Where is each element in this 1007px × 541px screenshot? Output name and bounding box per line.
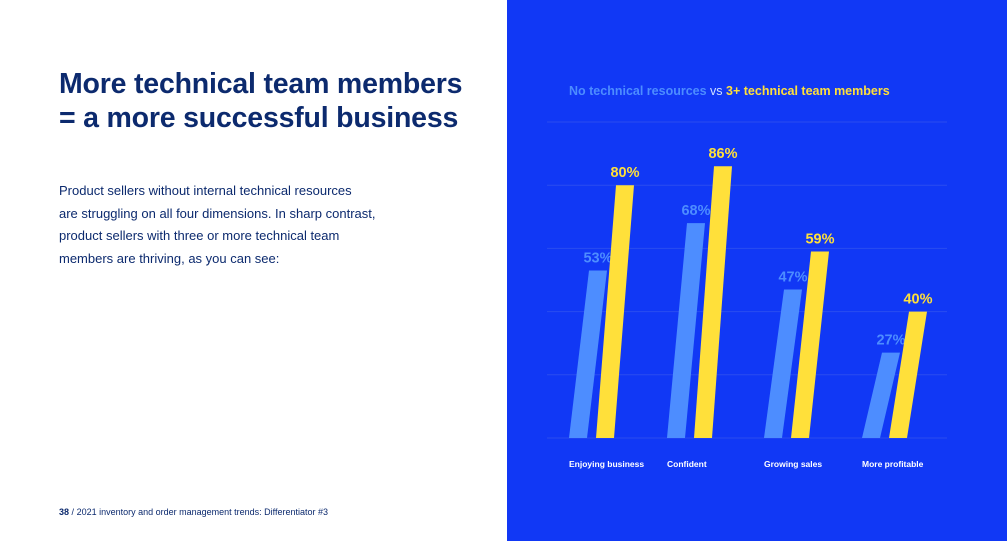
data-label: 53% xyxy=(583,251,612,267)
body-line: product sellers with three or more techn… xyxy=(59,228,340,243)
body-line: Product sellers without internal technic… xyxy=(59,183,352,198)
bar-no-technical xyxy=(764,289,802,438)
title-line-2: = a more successful business xyxy=(59,102,459,134)
bar-3plus-technical xyxy=(596,185,634,438)
data-label: 80% xyxy=(610,165,639,181)
bar-no-technical xyxy=(667,223,705,438)
page-title: More technical team members = a more suc… xyxy=(59,67,462,135)
body-paragraph: Product sellers without internal technic… xyxy=(59,180,376,270)
legend-series-1: No technical resources xyxy=(569,84,707,98)
footer-text: 2021 inventory and order management tren… xyxy=(76,507,329,517)
bar-chart: 53% 80% Enjoying business 68% 86% Confident 47… xyxy=(547,121,947,469)
category-label: Confident xyxy=(667,459,707,469)
data-label: 27% xyxy=(876,333,905,349)
title-line-1: More technical team members xyxy=(59,68,463,100)
data-label: 40% xyxy=(903,292,932,308)
category-label: More profitable xyxy=(862,459,924,469)
chart-panel: No technical resources vs 3+ technical t… xyxy=(507,0,1007,541)
bar-no-technical xyxy=(862,352,900,438)
text-panel: More technical team members = a more suc… xyxy=(59,67,463,517)
bar-3plus-technical xyxy=(694,166,732,439)
data-label: 86% xyxy=(708,146,737,162)
legend-vs: vs xyxy=(710,84,723,98)
data-label: 47% xyxy=(778,269,807,285)
legend-series-2: 3+ technical team members xyxy=(726,84,890,98)
data-label: 68% xyxy=(681,203,710,219)
data-label: 59% xyxy=(805,232,834,248)
category-label: Growing sales xyxy=(764,459,822,469)
chart-legend: No technical resources vs 3+ technical t… xyxy=(569,84,890,98)
footer-separator: / xyxy=(71,507,75,517)
bar-no-technical xyxy=(569,270,607,438)
bar-3plus-technical xyxy=(889,311,927,438)
bar-3plus-technical xyxy=(791,251,829,438)
category-label: Enjoying business xyxy=(569,459,644,469)
page-footer: 38 / 2021 inventory and order management… xyxy=(59,507,328,517)
body-line: are struggling on all four dimensions. I… xyxy=(59,205,376,221)
body-line: members are thriving, as you can see: xyxy=(59,250,280,266)
page-number: 38 xyxy=(59,507,70,517)
